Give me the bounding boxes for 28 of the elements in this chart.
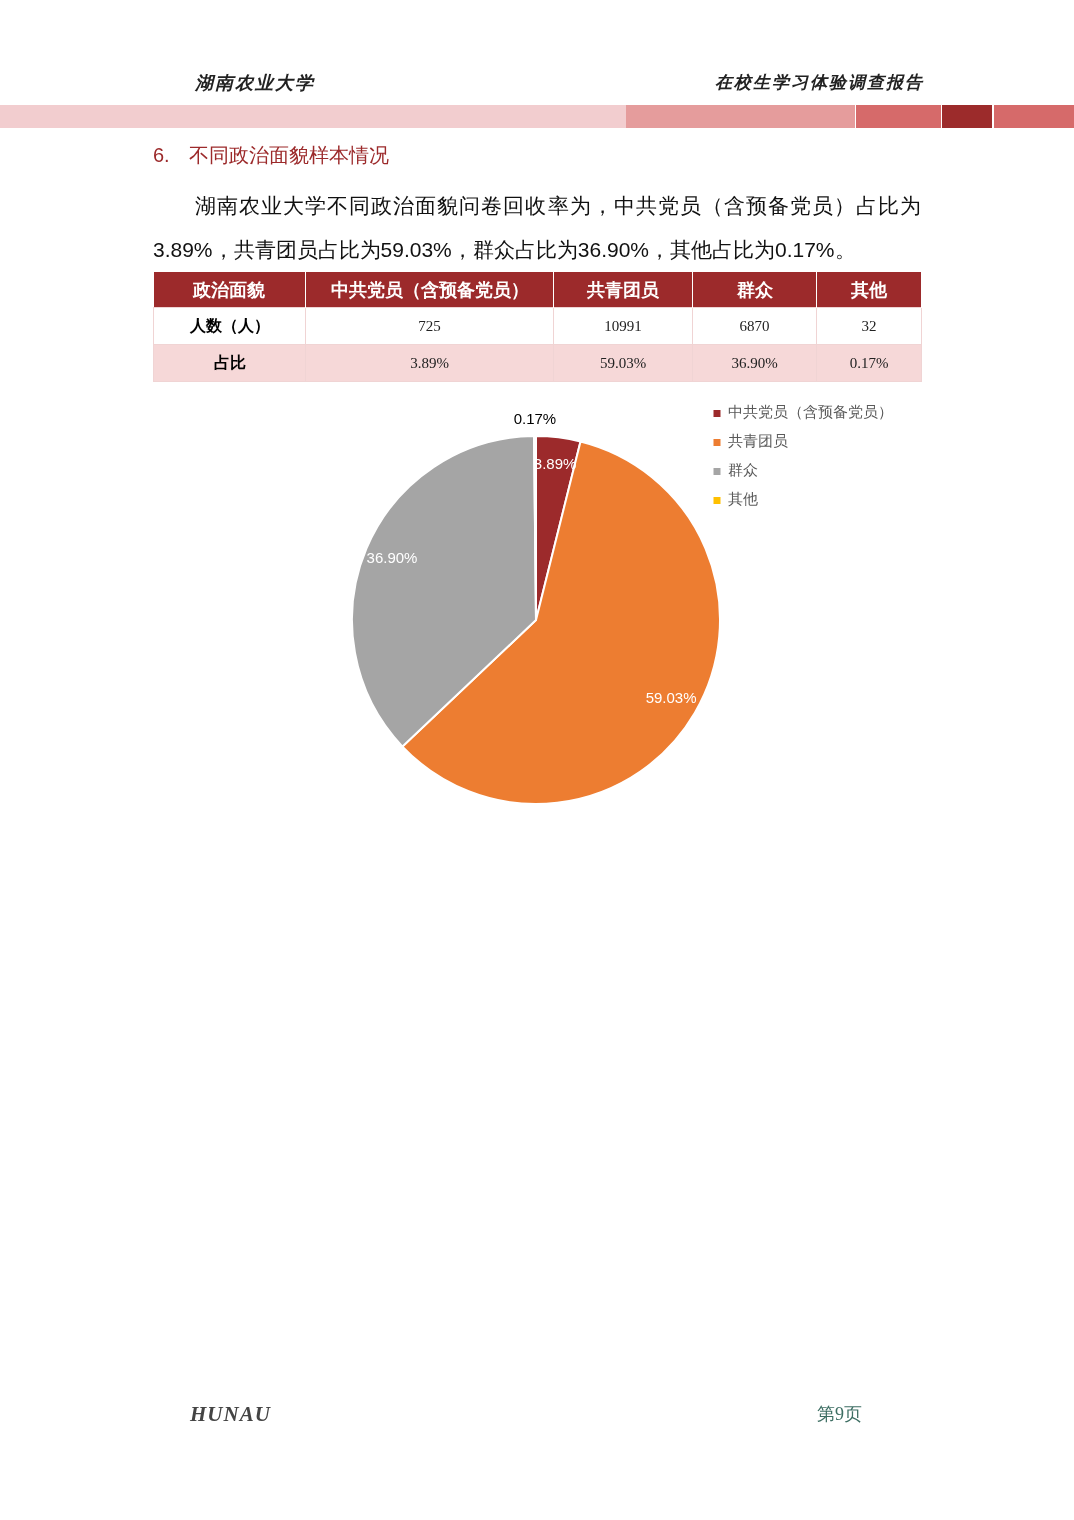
slice-label: 共青团员 <box>553 272 693 308</box>
category-label: 群众 <box>736 278 773 300</box>
text: 10991 <box>553 307 693 345</box>
legend-label: 其他 <box>728 491 758 508</box>
text: 59.03% <box>645 688 697 706</box>
category-label: 其他 <box>851 278 887 300</box>
text: 725 <box>305 307 554 345</box>
text: 湖南农业大学 <box>195 72 315 94</box>
text: 32 <box>816 307 922 345</box>
chart-subtitle: 湖南农业大学不同政治面貌问卷回收率为，中共党员（含预备党员）占比为3.89%，共青团员占比为59.03%，群众占比为36.90%，其他占比为0.17%。 <box>153 193 921 263</box>
data-label: 36.90% <box>366 549 418 567</box>
text: 人数（人） <box>153 307 306 345</box>
data-label: 0.17% <box>513 409 557 427</box>
text: 36.90% <box>731 354 778 371</box>
text: 3.89% <box>410 354 449 371</box>
text: 政治面貌 <box>153 272 306 308</box>
legend-label: 共青团员 <box>728 433 788 450</box>
text: 6870 <box>692 307 817 345</box>
chart-title: 6. 不同政治面貌样本情况 <box>153 143 390 168</box>
legend-label: 中共党员（含预备党员） <box>728 404 893 421</box>
text: 在校生学习体验调查报告 <box>715 72 924 94</box>
data-label: 59.03% <box>553 344 693 382</box>
text: 0.17% <box>849 354 889 371</box>
text: 占比 <box>153 344 306 382</box>
category-label: 中共党员（含预备党员） <box>330 278 529 300</box>
text: 第9页 <box>817 1403 862 1425</box>
text: HUNAU <box>190 1402 271 1426</box>
legend-label: 群众 <box>728 462 758 479</box>
